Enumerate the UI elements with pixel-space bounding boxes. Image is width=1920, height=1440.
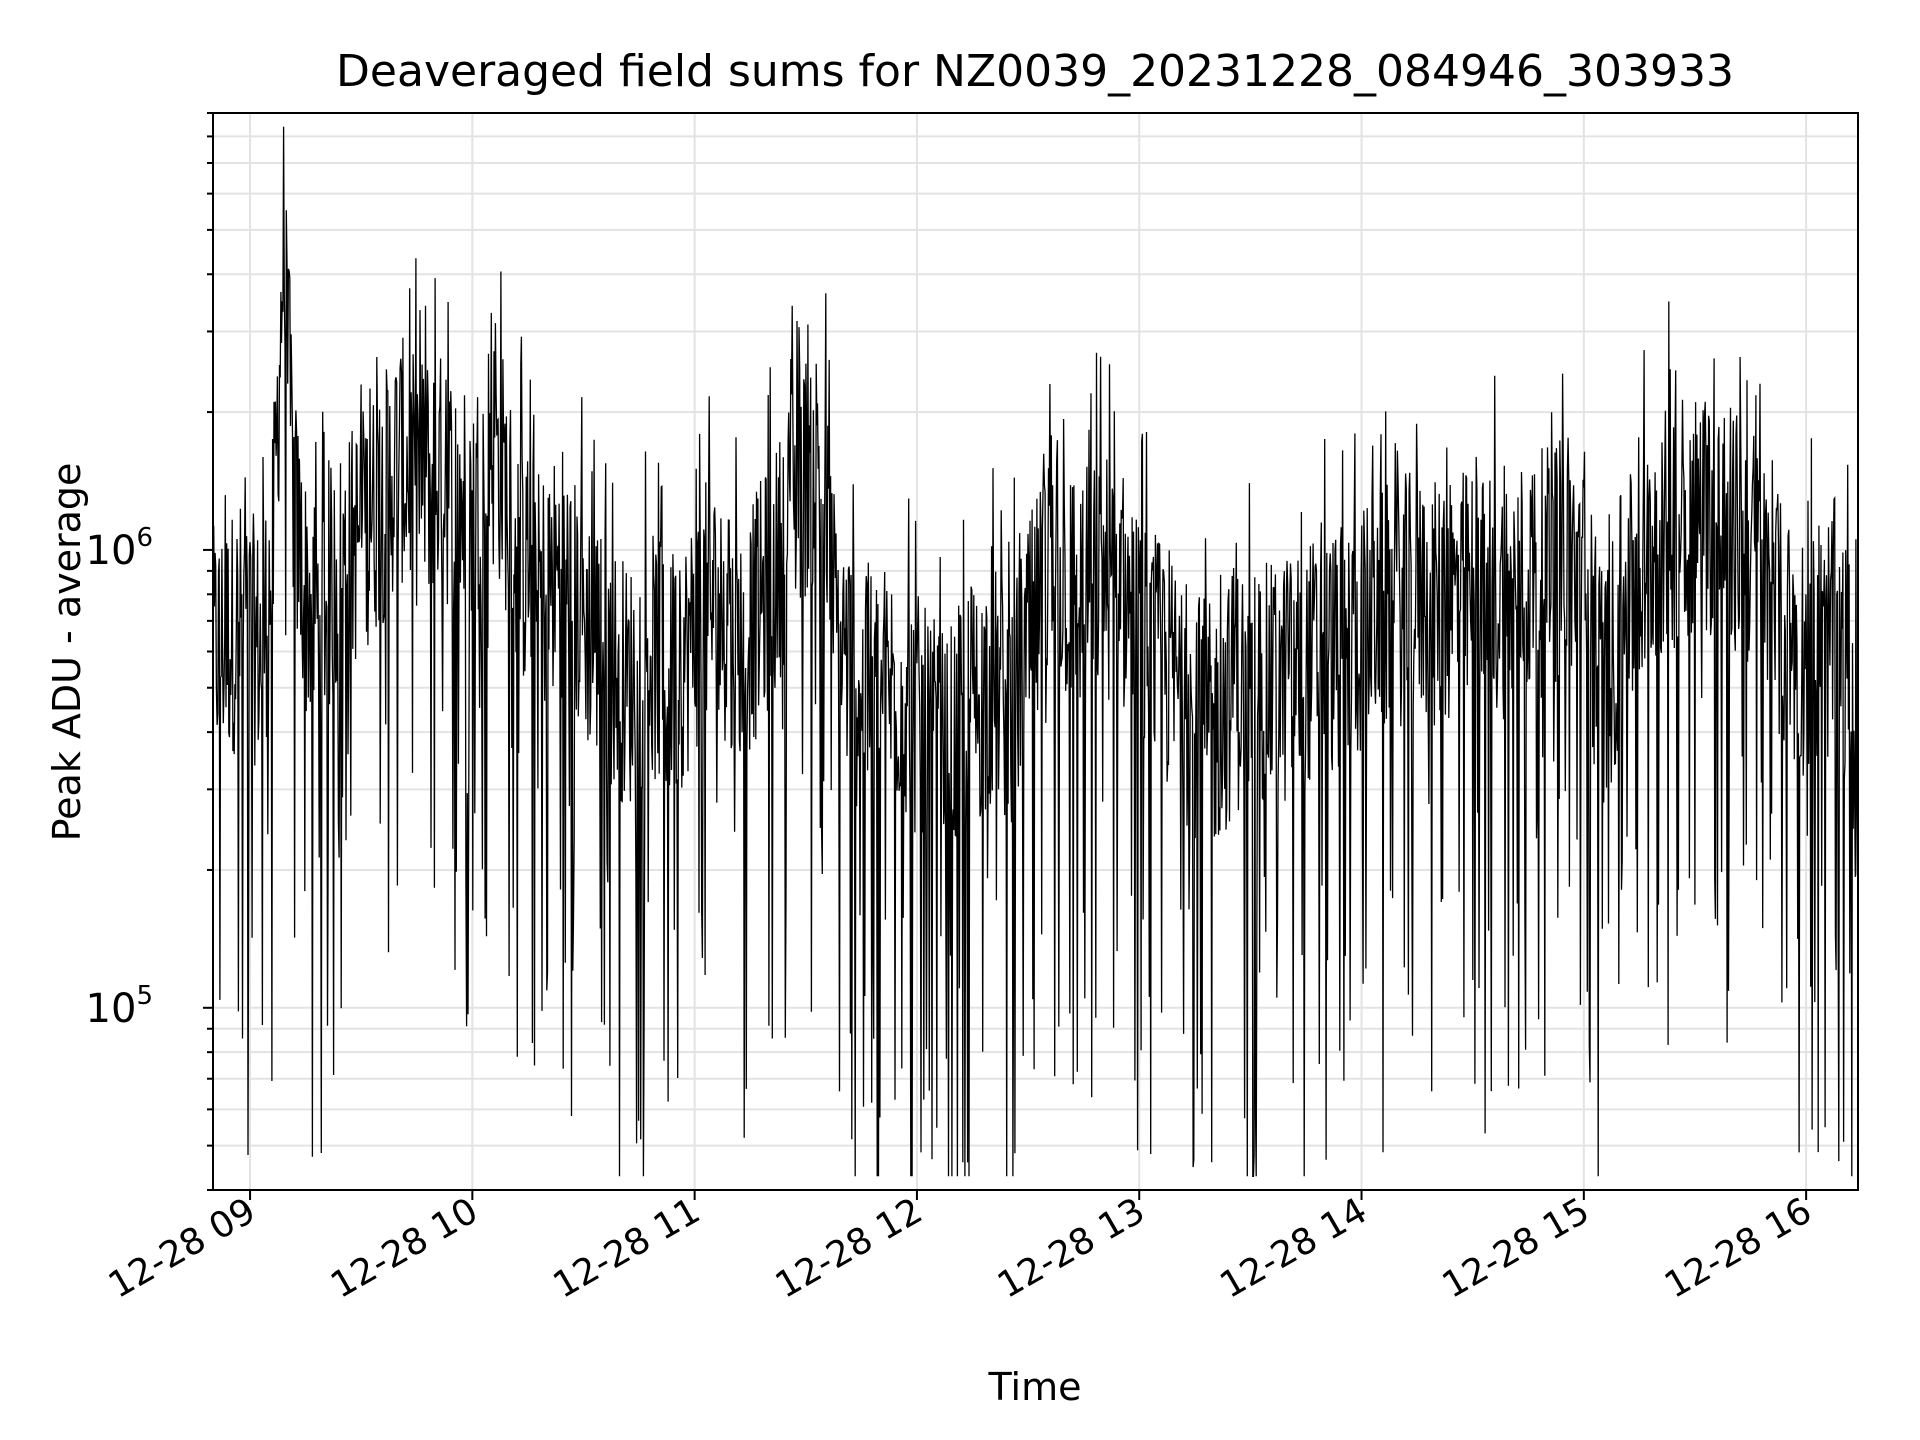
chart-title: Deaveraged field sums for NZ0039_2023122…	[336, 46, 1734, 97]
y-tick-label: 105	[86, 981, 153, 1032]
x-tick-label: 12-28 11	[546, 1190, 707, 1306]
x-tick-label: 12-28 14	[1213, 1190, 1374, 1306]
x-tick-label: 12-28 10	[324, 1190, 485, 1306]
y-tick-label: 106	[86, 523, 153, 574]
data-layer	[212, 126, 1859, 1177]
y-tick-exponent: 6	[136, 523, 153, 553]
x-tick-label: 12-28 12	[769, 1190, 930, 1306]
series-line	[212, 126, 1859, 1177]
x-axis-label: Time	[988, 1365, 1082, 1409]
x-tick-label: 12-28 16	[1658, 1190, 1819, 1306]
y-axis-label: Peak ADU - average	[45, 463, 89, 842]
y-tick-exponent: 5	[136, 981, 153, 1011]
x-tick-label: 12-28 09	[102, 1190, 263, 1306]
x-tick-label: 12-28 13	[991, 1190, 1152, 1306]
grid	[213, 112, 1858, 1191]
x-tick-label: 12-28 15	[1436, 1190, 1597, 1306]
